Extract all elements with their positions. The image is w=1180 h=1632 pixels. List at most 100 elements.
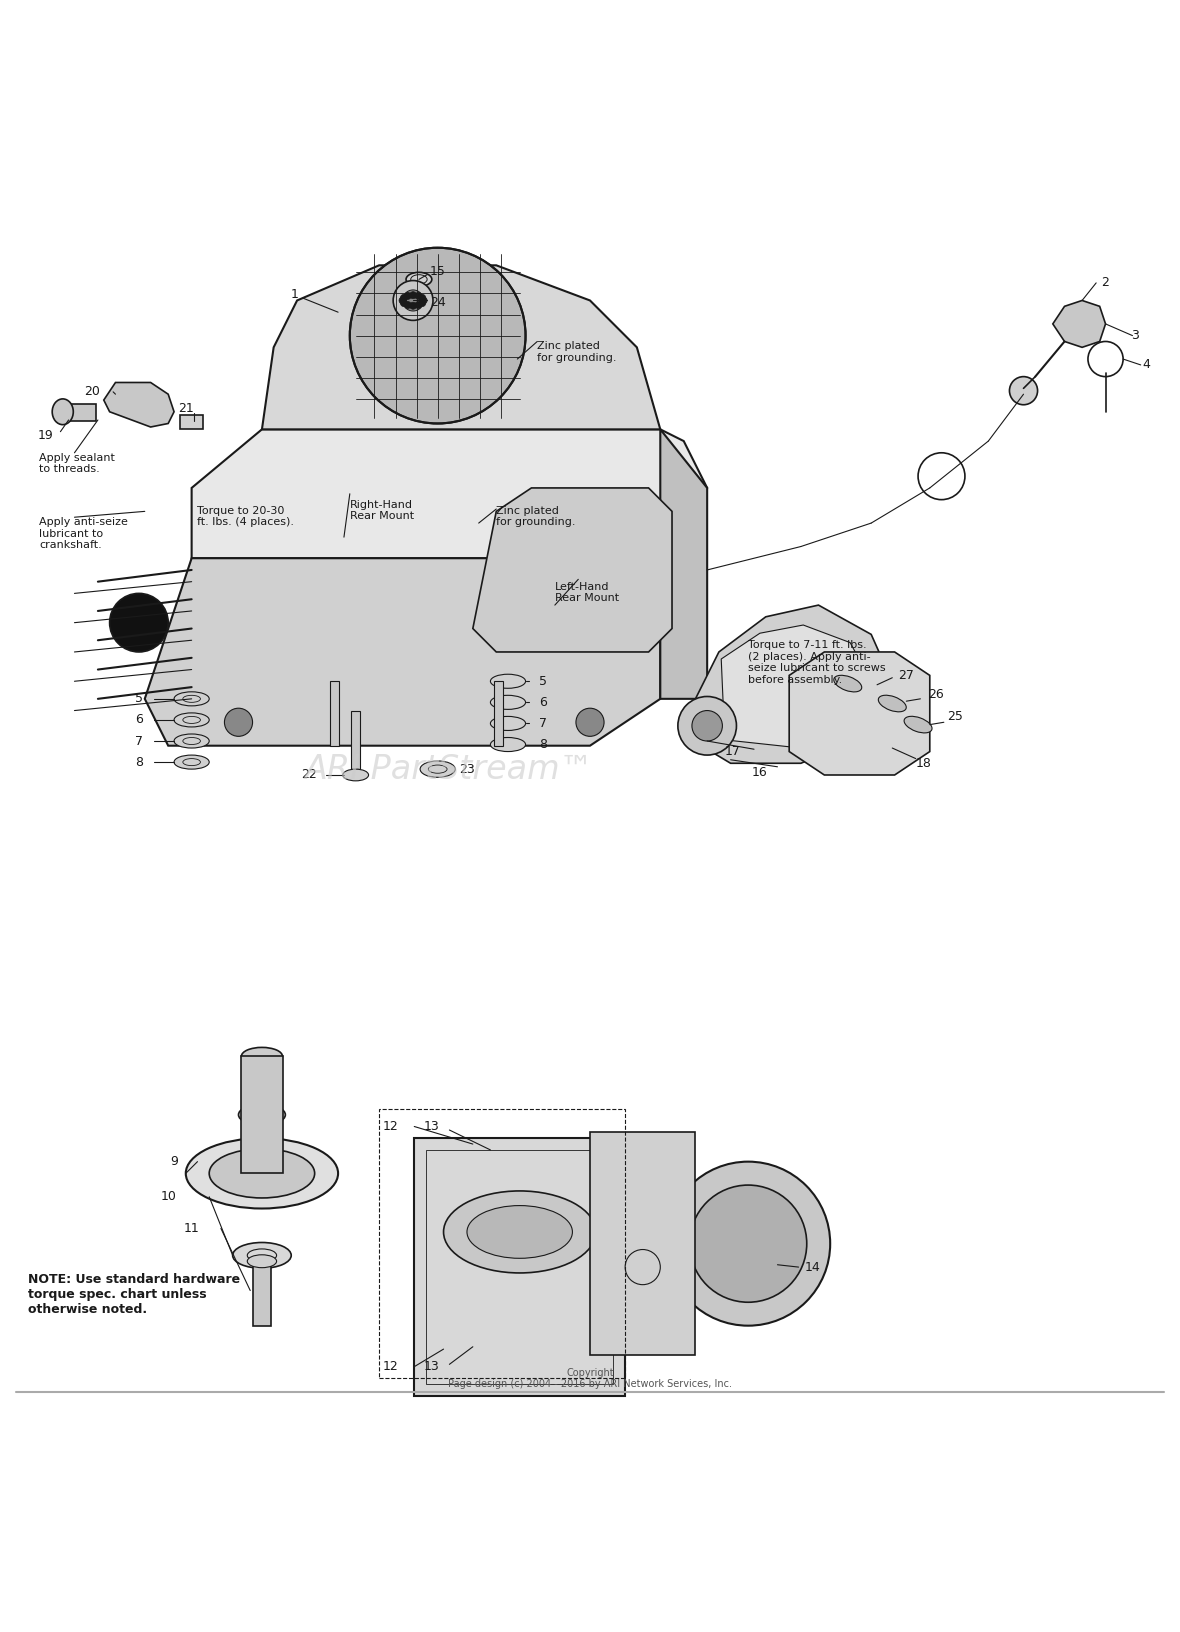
- Ellipse shape: [406, 273, 432, 286]
- Circle shape: [677, 697, 736, 756]
- Ellipse shape: [878, 695, 906, 712]
- Circle shape: [402, 290, 424, 312]
- Ellipse shape: [248, 1255, 276, 1268]
- Ellipse shape: [185, 1138, 339, 1209]
- Circle shape: [400, 294, 407, 302]
- Text: 19: 19: [38, 429, 53, 442]
- Text: Zinc plated
for grounding.: Zinc plated for grounding.: [537, 341, 617, 362]
- Ellipse shape: [420, 761, 455, 777]
- Circle shape: [415, 292, 422, 299]
- Circle shape: [576, 708, 604, 736]
- Text: 20: 20: [84, 385, 100, 398]
- Bar: [414, 1138, 625, 1395]
- Ellipse shape: [342, 769, 368, 780]
- Ellipse shape: [491, 738, 525, 752]
- Circle shape: [400, 300, 407, 307]
- Text: 6: 6: [135, 713, 143, 726]
- Circle shape: [224, 708, 253, 736]
- Text: 5: 5: [135, 692, 143, 705]
- Circle shape: [399, 297, 406, 304]
- Circle shape: [415, 302, 422, 308]
- Bar: [590, 1133, 695, 1355]
- Circle shape: [110, 594, 169, 651]
- Text: 16: 16: [752, 765, 768, 778]
- Text: Torque to 7-11 ft. lbs.
(2 places). Apply anti-
seize lubricant to screws
before: Torque to 7-11 ft. lbs. (2 places). Appl…: [748, 640, 886, 685]
- Text: 15: 15: [430, 264, 446, 277]
- Bar: [379, 1108, 625, 1379]
- Text: Apply sealant
to threads.: Apply sealant to threads.: [39, 452, 116, 475]
- Circle shape: [405, 292, 412, 299]
- Text: 26: 26: [927, 687, 944, 700]
- Text: 13: 13: [424, 1120, 440, 1133]
- Ellipse shape: [444, 1191, 596, 1273]
- Circle shape: [1009, 377, 1037, 405]
- Ellipse shape: [904, 716, 932, 733]
- Text: 25: 25: [948, 710, 964, 723]
- Text: NOTE: Use standard hardware
torque spec. chart unless
otherwise noted.: NOTE: Use standard hardware torque spec.…: [27, 1273, 240, 1315]
- Bar: [241, 1056, 283, 1173]
- Text: 14: 14: [805, 1260, 820, 1273]
- Polygon shape: [262, 266, 661, 429]
- Bar: [179, 415, 203, 429]
- Text: 11: 11: [184, 1222, 199, 1235]
- Circle shape: [689, 1185, 807, 1302]
- Polygon shape: [473, 488, 673, 651]
- Text: 6: 6: [539, 695, 548, 708]
- Circle shape: [419, 300, 426, 307]
- Circle shape: [420, 297, 427, 304]
- Text: 21: 21: [178, 401, 194, 415]
- Text: 10: 10: [160, 1190, 176, 1203]
- Text: 22: 22: [301, 769, 316, 782]
- Text: 24: 24: [430, 297, 446, 310]
- Text: 18: 18: [916, 757, 932, 770]
- Ellipse shape: [242, 1048, 282, 1066]
- Text: 8: 8: [135, 756, 143, 769]
- Text: 23: 23: [459, 762, 474, 775]
- Text: 8: 8: [539, 738, 548, 751]
- Bar: [330, 681, 340, 746]
- Text: 2: 2: [1102, 276, 1109, 289]
- Polygon shape: [789, 651, 930, 775]
- Polygon shape: [104, 382, 175, 428]
- Text: Copyright
Page design (c) 2004 - 2016 by ARI Network Services, Inc.: Copyright Page design (c) 2004 - 2016 by…: [448, 1368, 732, 1389]
- Bar: [350, 710, 360, 769]
- Ellipse shape: [175, 713, 209, 726]
- Ellipse shape: [238, 1105, 286, 1126]
- Text: 4: 4: [1142, 359, 1150, 372]
- Text: 27: 27: [898, 669, 914, 682]
- Text: 12: 12: [384, 1359, 399, 1373]
- Text: Apply anti-seize
lubricant to
crankshaft.: Apply anti-seize lubricant to crankshaft…: [39, 517, 129, 550]
- Polygon shape: [661, 429, 707, 698]
- Bar: [494, 681, 504, 746]
- Ellipse shape: [175, 734, 209, 747]
- Polygon shape: [695, 605, 894, 764]
- Bar: [426, 1151, 614, 1384]
- Polygon shape: [191, 429, 707, 558]
- Ellipse shape: [232, 1242, 291, 1268]
- Text: Zinc plated
for grounding.: Zinc plated for grounding.: [497, 506, 576, 527]
- Ellipse shape: [175, 692, 209, 707]
- Polygon shape: [145, 558, 661, 746]
- Circle shape: [691, 710, 722, 741]
- Ellipse shape: [52, 398, 73, 424]
- Circle shape: [349, 248, 525, 423]
- Text: 13: 13: [424, 1359, 440, 1373]
- Text: Right-Hand
Rear Mount: Right-Hand Rear Mount: [349, 499, 414, 521]
- Text: 7: 7: [539, 716, 548, 730]
- Polygon shape: [721, 625, 871, 747]
- Polygon shape: [1053, 300, 1106, 348]
- Text: Torque to 20-30
ft. lbs. (4 places).: Torque to 20-30 ft. lbs. (4 places).: [197, 506, 295, 527]
- Bar: [253, 1262, 271, 1325]
- Text: 3: 3: [1130, 330, 1139, 343]
- Ellipse shape: [834, 676, 861, 692]
- Circle shape: [667, 1162, 831, 1325]
- Ellipse shape: [467, 1206, 572, 1258]
- Text: 9: 9: [170, 1155, 178, 1169]
- Text: 1: 1: [290, 289, 299, 302]
- Circle shape: [409, 292, 417, 299]
- Circle shape: [419, 294, 426, 302]
- Text: 5: 5: [539, 674, 548, 687]
- Text: 17: 17: [725, 746, 741, 757]
- Text: 7: 7: [135, 734, 143, 747]
- Circle shape: [393, 281, 433, 320]
